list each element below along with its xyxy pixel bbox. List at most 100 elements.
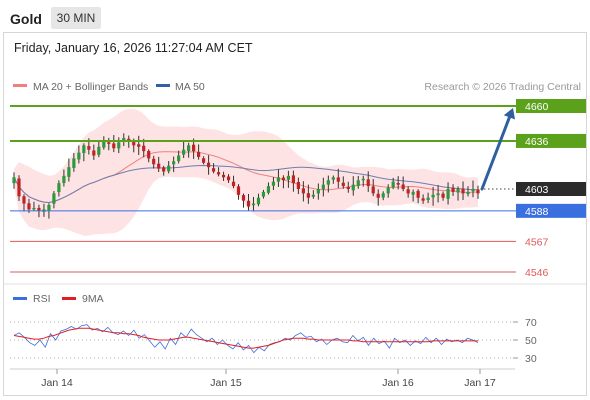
candle-body xyxy=(256,197,261,205)
candle-body xyxy=(201,158,206,163)
candle-body xyxy=(172,161,176,165)
candle-body xyxy=(391,181,395,188)
level-4660-label: 4660 xyxy=(525,101,549,113)
candle-body xyxy=(152,158,156,165)
instrument-title: Gold xyxy=(10,11,42,27)
x-tick-label-jan-14: Jan 14 xyxy=(41,377,73,389)
candle-body xyxy=(147,150,151,159)
top-bar: Gold 30 MIN xyxy=(0,0,590,38)
candle-body xyxy=(396,182,400,185)
candle-body xyxy=(361,178,365,181)
level-4567-label: 4567 xyxy=(525,236,549,248)
x-tick-label-jan-17: Jan 17 xyxy=(464,377,496,389)
candle-body xyxy=(466,191,470,195)
level-4588-label: 4588 xyxy=(525,206,549,218)
candle-body xyxy=(451,187,455,192)
rsi-tick-70: 70 xyxy=(525,317,537,329)
candle-body xyxy=(416,190,420,198)
candle-body xyxy=(241,195,246,201)
level-4603-label: 4603 xyxy=(525,184,549,196)
candle-body xyxy=(57,183,61,193)
candle-body xyxy=(216,172,221,175)
candle-body xyxy=(426,197,430,200)
candle-body xyxy=(52,193,56,204)
candle-body xyxy=(476,189,480,194)
candle-body xyxy=(72,158,76,168)
candle-body xyxy=(177,155,181,162)
candle-body xyxy=(271,181,276,186)
candle-body xyxy=(381,193,385,198)
forecast-arrow-shaft xyxy=(480,115,511,191)
candle-body xyxy=(386,187,390,194)
candle-body xyxy=(231,181,236,187)
chart-frame xyxy=(3,32,587,396)
rsi-line xyxy=(13,324,479,354)
ma50-legend-label: MA 50 xyxy=(175,81,205,93)
rsi-legend-swatch xyxy=(13,297,27,300)
candle-body xyxy=(296,182,300,189)
ma50-line xyxy=(13,165,479,203)
candle-body xyxy=(246,200,251,207)
candle-body xyxy=(336,177,340,182)
level-4660-tag xyxy=(516,99,586,113)
candle-body xyxy=(62,175,66,184)
rsi-tick-50: 50 xyxy=(525,335,537,347)
candle-body xyxy=(87,146,91,150)
candle-body xyxy=(436,193,440,196)
candle-body xyxy=(67,167,71,177)
x-tick-label-jan-15: Jan 15 xyxy=(210,377,242,389)
candle-body xyxy=(346,186,350,189)
rsi-tick-30: 30 xyxy=(525,353,537,365)
forecast-arrow-layer xyxy=(480,108,516,191)
candle-body xyxy=(331,177,335,180)
candle-body xyxy=(286,175,291,180)
bollinger-band-layer xyxy=(14,108,478,236)
candle-body xyxy=(132,142,136,146)
level-4636-tag xyxy=(516,133,586,148)
timeframe-button[interactable]: 30 MIN xyxy=(51,7,101,29)
candle-body xyxy=(17,178,21,197)
moving-average-layer xyxy=(13,151,479,203)
candle-body xyxy=(376,193,380,198)
candle-body xyxy=(92,150,96,156)
candle-body xyxy=(117,142,121,149)
candle-body xyxy=(356,180,360,186)
candle-body xyxy=(471,189,475,192)
candle-body xyxy=(206,162,211,168)
candle-body xyxy=(187,145,191,152)
candle-body xyxy=(371,186,375,194)
candle-body xyxy=(236,186,241,195)
candle-body xyxy=(82,145,86,154)
forecast-arrow-head xyxy=(503,108,516,120)
candle-body xyxy=(446,189,450,199)
candle-body xyxy=(27,203,31,210)
ma9-legend-label: 9MA xyxy=(82,293,104,305)
bollinger-band xyxy=(14,108,478,236)
candle-body xyxy=(211,168,216,172)
level-4588-tag xyxy=(516,203,586,218)
candle-body xyxy=(97,146,101,155)
candle-body xyxy=(421,198,425,201)
candle-body xyxy=(261,191,266,197)
candle-body xyxy=(411,191,415,195)
candle-body xyxy=(291,175,295,184)
ma20-legend-label: MA 20 + Bollinger Bands xyxy=(33,81,148,93)
candle-body xyxy=(276,177,281,182)
rsi-layer: 70 50 30 xyxy=(10,317,537,365)
copyright-label: Research © 2026 Trading Central xyxy=(424,81,581,93)
ma50-legend-swatch xyxy=(156,84,170,87)
candle-body xyxy=(266,186,271,193)
level-4603-tag xyxy=(516,182,586,196)
candle-body xyxy=(316,189,320,194)
candle-body xyxy=(341,182,345,187)
rsi-ma9-line xyxy=(13,327,478,349)
candle-body xyxy=(157,163,161,169)
candle-body xyxy=(137,144,141,147)
candle-body xyxy=(456,189,460,193)
candle-body xyxy=(326,180,330,185)
candle-body xyxy=(162,167,166,172)
candle-body xyxy=(112,143,116,149)
candle-body xyxy=(431,194,435,198)
x-axis-layer: Jan 14 Jan 15 Jan 16 Jan 17 xyxy=(41,369,496,389)
